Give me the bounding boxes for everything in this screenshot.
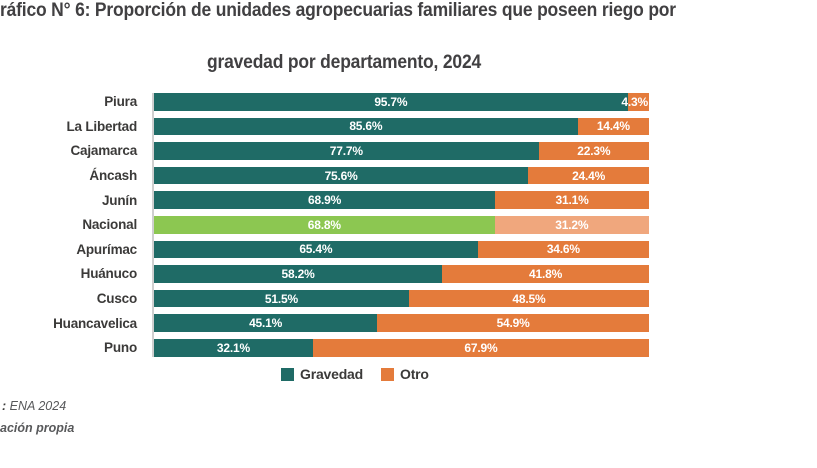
category-label-apurímac: Apurímac — [76, 241, 137, 257]
bar-value-label: 31.1% — [555, 193, 589, 208]
bar-value-label: 41.8% — [529, 266, 563, 281]
bar-segment-gravedad: 77.7% — [154, 142, 539, 160]
bar-value-label: 67.9% — [464, 340, 498, 355]
bar-segment-gravedad: 32.1% — [154, 339, 313, 357]
category-label-nacional: Nacional — [82, 217, 137, 233]
elaboration-note: ación propia — [0, 421, 75, 435]
category-label-la-libertad: La Libertad — [66, 118, 137, 134]
bar-row-piura: 95.7% 4.3% — [154, 93, 649, 111]
bar-value-label: 32.1% — [216, 340, 250, 355]
bar-row-cajamarca: 77.7% 22.3% — [154, 142, 649, 160]
legend-item-otro: Otro — [381, 366, 429, 382]
otro-swatch-icon — [381, 367, 394, 381]
category-label-áncash: Áncash — [89, 168, 137, 184]
bar-segment-gravedad: 51.5% — [154, 289, 409, 308]
bar-row-junín: 68.9% 31.1% — [154, 191, 649, 209]
bar-row-cusco: 51.5% 48.5% — [154, 289, 649, 308]
bar-value-label: 58.2% — [281, 266, 315, 281]
category-label-puno: Puno — [104, 340, 137, 356]
bar-value-label: 45.1% — [249, 316, 283, 331]
source-note-prefix: : — [2, 399, 7, 413]
category-label-huancavelica: Huancavelica — [53, 315, 137, 331]
bar-value-label: 75.6% — [324, 168, 358, 183]
bar-row-apurímac: 65.4% 34.6% — [154, 240, 649, 259]
bar-value-label: 95.7% — [374, 94, 408, 109]
bar-value-label: 48.5% — [512, 291, 546, 306]
legend: Gravedad Otro — [281, 366, 429, 382]
source-note: : ENA 2024 — [2, 399, 66, 413]
bar-segment-gravedad: 75.6% — [154, 166, 529, 185]
bar-value-label: 31.2% — [555, 217, 589, 232]
bar-segment-otro: 54.9% — [377, 314, 649, 332]
category-label-cusco: Cusco — [96, 291, 137, 307]
bar-segment-otro: 24.4% — [528, 166, 649, 185]
bar-segment-gravedad: 85.6% — [154, 117, 578, 136]
plot-area: 95.7% 4.3% 85.6% 14.4% 77.7% 22.3% 75.6% 24.4% 6… — [154, 93, 649, 358]
legend-item-gravedad: Gravedad — [281, 366, 363, 382]
bar-value-label: 54.9% — [496, 316, 530, 331]
bar-value-label: 14.4% — [596, 119, 630, 134]
bar-value-label: 24.4% — [572, 168, 606, 183]
bar-value-label: 65.4% — [299, 242, 333, 257]
category-label-piura: Piura — [104, 94, 137, 110]
bar-value-label: 51.5% — [264, 291, 298, 306]
bar-row-nacional: 68.8% 31.2% — [154, 216, 649, 234]
bar-segment-otro: 67.9% — [312, 339, 649, 357]
bar-segment-otro: 31.1% — [495, 191, 649, 209]
chart-title-line1: ráfico N° 6: Proporción de unidades agro… — [0, 0, 676, 21]
bar-segment-gravedad: 95.7% — [154, 93, 628, 111]
bar-segment-gravedad: 68.8% — [154, 216, 495, 234]
bar-row-puno: 32.1% 67.9% — [154, 339, 649, 357]
bar-segment-otro: 34.6% — [477, 240, 649, 259]
bar-row-la-libertad: 85.6% 14.4% — [154, 117, 649, 136]
category-label-huánuco: Huánuco — [80, 266, 138, 282]
bar-value-label: 77.7% — [329, 143, 363, 158]
bar-segment-otro: 31.2% — [494, 216, 649, 234]
chart-title-line2: gravedad por departamento, 2024 — [206, 52, 482, 73]
bar-row-áncash: 75.6% 24.4% — [154, 166, 649, 185]
category-label-junín: Junín — [102, 192, 137, 208]
bar-row-huánuco: 58.2% 41.8% — [154, 265, 649, 283]
bar-segment-gravedad: 65.4% — [154, 240, 478, 259]
bar-value-label: 34.6% — [546, 242, 580, 257]
bar-value-label: 68.9% — [308, 193, 342, 208]
legend-label-gravedad: Gravedad — [300, 366, 363, 382]
source-note-text: ENA 2024 — [6, 399, 67, 413]
bar-segment-otro: 4.3% — [621, 93, 649, 111]
bar-segment-otro: 14.4% — [577, 117, 649, 136]
bar-segment-otro: 22.3% — [538, 142, 649, 160]
bar-value-label: 4.3% — [621, 94, 648, 109]
bar-segment-gravedad: 45.1% — [154, 314, 378, 332]
bar-segment-otro: 48.5% — [408, 289, 649, 308]
y-axis-line — [152, 93, 154, 357]
bar-row-huancavelica: 45.1% 54.9% — [154, 314, 649, 332]
bar-segment-gravedad: 68.9% — [154, 191, 496, 209]
bar-segment-otro: 41.8% — [442, 265, 649, 283]
bar-value-label: 22.3% — [577, 143, 611, 158]
legend-label-otro: Otro — [400, 366, 429, 382]
bar-value-label: 85.6% — [349, 119, 383, 134]
bar-value-label: 68.8% — [307, 217, 341, 232]
gravedad-swatch-icon — [281, 367, 294, 381]
category-labels-column: Piura La Libertad Cajamarca Áncash Junín Naci… — [0, 93, 137, 358]
category-label-cajamarca: Cajamarca — [70, 143, 138, 159]
bar-segment-gravedad: 58.2% — [154, 265, 443, 283]
